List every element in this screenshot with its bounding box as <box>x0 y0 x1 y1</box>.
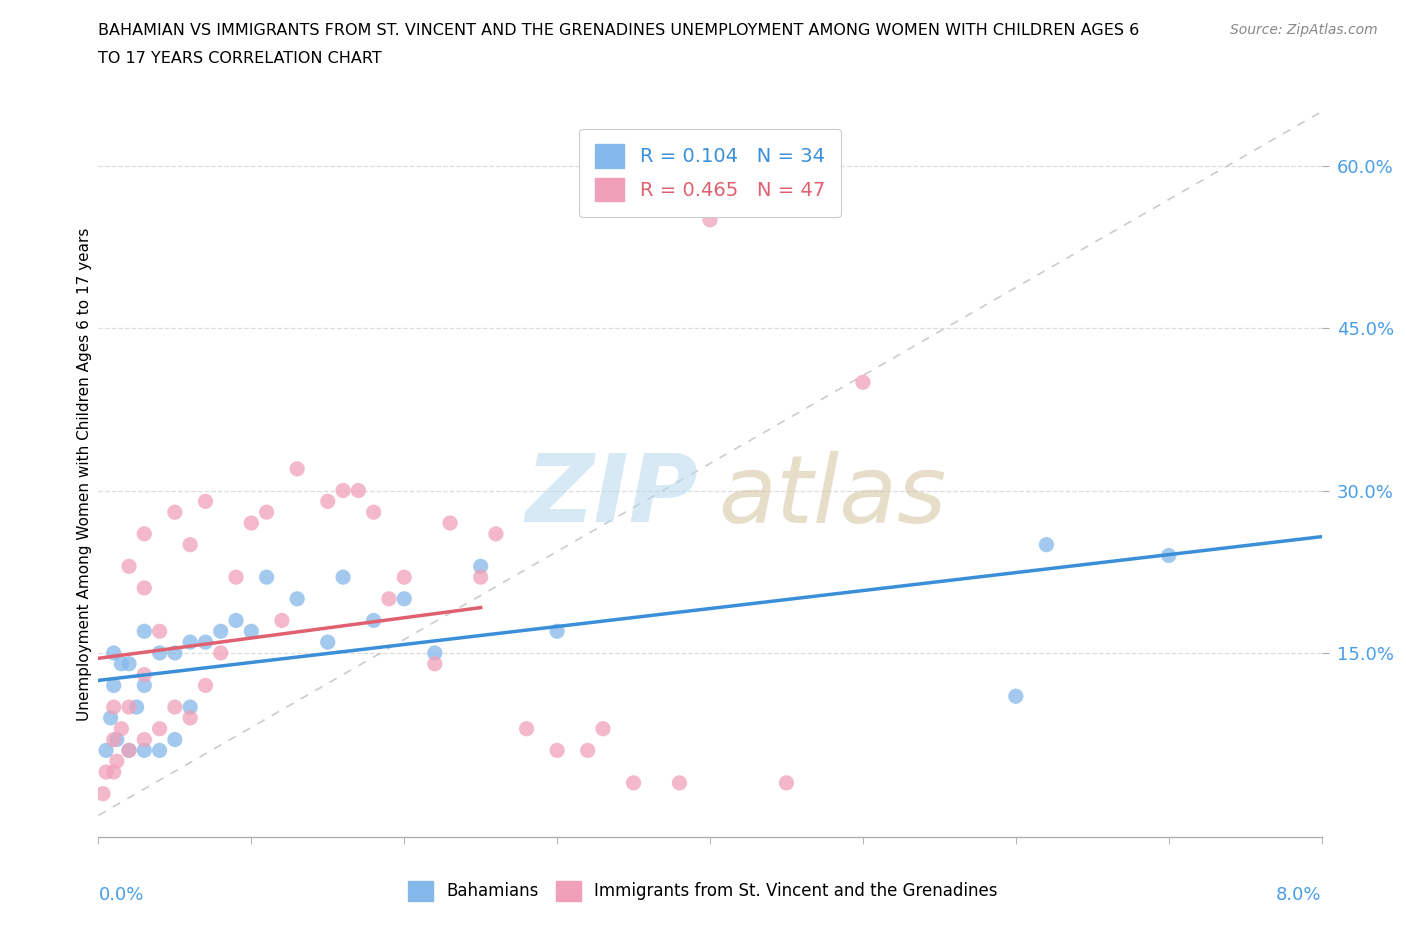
Point <box>94 764 117 779</box>
Point <box>103 764 125 779</box>
Point <box>179 699 201 714</box>
Text: BAHAMIAN VS IMMIGRANTS FROM ST. VINCENT AND THE GRENADINES UNEMPLOYMENT AMONG WO: BAHAMIAN VS IMMIGRANTS FROM ST. VINCENT … <box>98 23 1140 38</box>
Point <box>516 722 538 737</box>
Point <box>134 580 156 595</box>
Point <box>103 699 125 714</box>
Point <box>576 743 599 758</box>
Point <box>163 645 186 660</box>
Point <box>149 743 172 758</box>
Y-axis label: Unemployment Among Women with Children Ages 6 to 17 years: Unemployment Among Women with Children A… <box>77 228 91 721</box>
Point <box>149 624 172 639</box>
Point <box>316 494 339 509</box>
Point <box>118 559 141 574</box>
Point <box>392 570 416 585</box>
Point <box>100 711 122 725</box>
Point <box>285 461 308 476</box>
Point <box>1035 538 1057 552</box>
Point <box>134 678 156 693</box>
Point <box>179 711 201 725</box>
Point <box>110 722 132 737</box>
Point <box>1004 689 1026 704</box>
Point <box>194 678 217 693</box>
Point <box>439 515 461 530</box>
Point <box>163 699 186 714</box>
Point <box>332 570 354 585</box>
Point <box>423 657 446 671</box>
Point <box>125 699 148 714</box>
Point <box>240 515 263 530</box>
Point <box>179 538 201 552</box>
Point <box>134 743 156 758</box>
Point <box>316 634 339 649</box>
Point <box>134 526 156 541</box>
Point <box>225 613 247 628</box>
Point <box>105 732 128 747</box>
Point <box>118 743 141 758</box>
Point <box>347 483 370 498</box>
Point <box>110 657 132 671</box>
Point <box>285 591 308 606</box>
Point <box>209 645 232 660</box>
Point <box>1157 548 1180 563</box>
Text: TO 17 YEARS CORRELATION CHART: TO 17 YEARS CORRELATION CHART <box>98 51 382 66</box>
Text: ZIP: ZIP <box>526 450 699 542</box>
Point <box>270 613 294 628</box>
Legend: Bahamians, Immigrants from St. Vincent and the Grenadines: Bahamians, Immigrants from St. Vincent a… <box>402 874 1004 908</box>
Point <box>699 212 721 227</box>
Point <box>118 657 141 671</box>
Point <box>485 526 508 541</box>
Text: Source: ZipAtlas.com: Source: ZipAtlas.com <box>1230 23 1378 37</box>
Point <box>163 732 186 747</box>
Point <box>363 505 385 520</box>
Point <box>363 613 385 628</box>
Point <box>225 570 247 585</box>
Legend: R = 0.104   N = 34, R = 0.465   N = 47: R = 0.104 N = 34, R = 0.465 N = 47 <box>579 128 841 217</box>
Point <box>134 624 156 639</box>
Point <box>668 776 690 790</box>
Point <box>852 375 875 390</box>
Point <box>546 624 568 639</box>
Point <box>546 743 568 758</box>
Point <box>378 591 401 606</box>
Point <box>209 624 232 639</box>
Point <box>103 732 125 747</box>
Point <box>94 743 117 758</box>
Point <box>256 505 278 520</box>
Point <box>592 722 614 737</box>
Point <box>240 624 263 639</box>
Point <box>134 732 156 747</box>
Point <box>470 570 492 585</box>
Point <box>423 645 446 660</box>
Point <box>775 776 797 790</box>
Point <box>103 645 125 660</box>
Point <box>91 786 114 801</box>
Point <box>179 634 201 649</box>
Text: atlas: atlas <box>718 450 946 541</box>
Point <box>118 743 141 758</box>
Point <box>256 570 278 585</box>
Point <box>194 634 217 649</box>
Point <box>194 494 217 509</box>
Text: 0.0%: 0.0% <box>98 885 143 904</box>
Point <box>163 505 186 520</box>
Point <box>149 722 172 737</box>
Point <box>118 699 141 714</box>
Point <box>134 667 156 682</box>
Point <box>392 591 416 606</box>
Text: 8.0%: 8.0% <box>1277 885 1322 904</box>
Point <box>332 483 354 498</box>
Point <box>470 559 492 574</box>
Point <box>149 645 172 660</box>
Point <box>623 776 645 790</box>
Point <box>105 754 128 769</box>
Point <box>103 678 125 693</box>
